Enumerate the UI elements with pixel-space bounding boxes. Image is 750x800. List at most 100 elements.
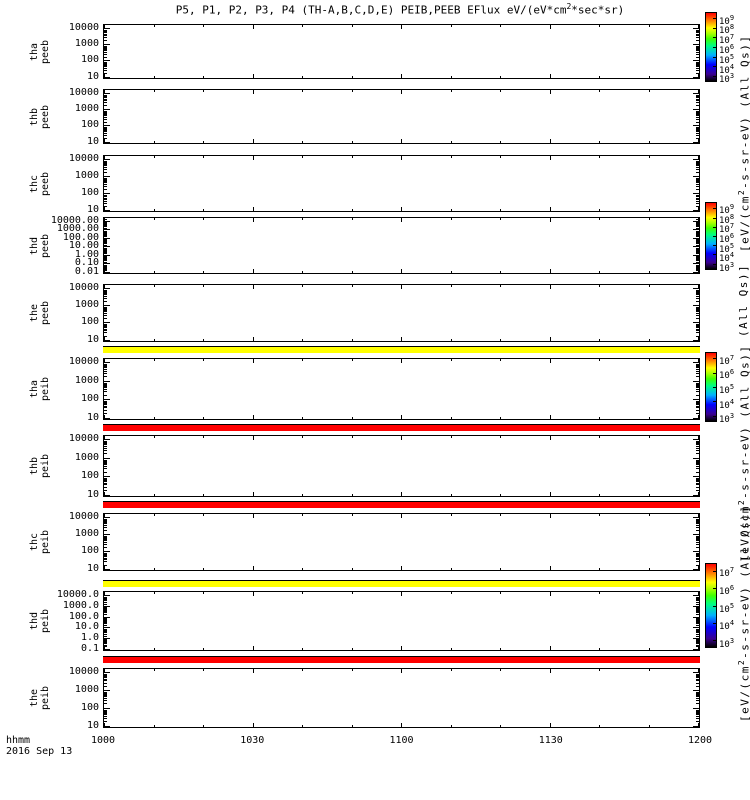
tick-mark [696,540,699,542]
tick-mark [696,640,699,642]
tick-mark [104,633,107,635]
tick-mark [451,669,452,671]
tick-mark [253,139,254,143]
tick-mark [104,183,107,185]
tick-mark [104,233,107,235]
tick-mark [104,359,105,363]
tick-mark [154,141,155,143]
tick-mark [104,640,107,642]
tick-mark [693,494,699,496]
tick-mark [713,66,716,68]
tick-mark [649,218,650,220]
tick-mark [352,218,353,220]
tick-mark [104,623,107,625]
tick-mark [154,494,155,496]
y-tick-label: 1000.00 [56,223,99,235]
tick-mark [104,110,107,112]
tick-mark [401,359,402,363]
tick-mark [104,399,110,401]
tick-mark [696,599,699,601]
tick-mark [104,254,110,256]
tick-mark [500,725,501,727]
tick-mark [104,246,110,248]
tick-mark [696,376,699,378]
tick-mark [104,601,107,603]
tick-mark [550,436,551,440]
tick-mark [696,598,699,600]
tick-mark [104,519,107,521]
tick-mark [698,669,699,673]
tick-mark [104,597,107,599]
tick-mark [693,439,699,441]
tick-mark [104,227,107,229]
tick-mark [401,723,402,727]
tick-mark [253,90,254,94]
tick-mark [696,620,699,622]
tick-mark [696,177,699,179]
tick-mark [104,222,107,224]
tick-mark [104,721,107,723]
z-axis-unit-label: (All Qs)] [737,263,750,337]
tick-mark [696,611,699,613]
tick-mark [696,372,699,374]
tick-mark [696,232,699,234]
tick-mark [696,335,699,337]
tick-mark [104,161,107,163]
tick-mark [698,492,699,496]
tick-mark [713,245,716,247]
tick-mark [104,251,107,253]
tick-mark [104,135,107,136]
tick-mark [104,96,107,98]
tick-mark [696,53,699,55]
tick-mark [713,605,716,607]
tick-mark [693,92,699,94]
tick-mark [104,389,107,391]
panel-thb-peib [103,435,700,497]
tick-mark [698,207,699,211]
tick-mark [104,401,107,403]
tick-mark [696,619,699,621]
y-tick-label: 100.00 [62,231,99,243]
tick-mark [693,672,699,674]
tick-mark [696,239,699,241]
tick-mark [104,514,105,518]
tick-mark [352,592,353,594]
tick-mark [104,335,107,337]
tick-mark [696,97,699,99]
tick-mark [696,564,699,566]
tick-mark [696,261,699,263]
tick-mark [696,234,699,236]
tick-mark [713,401,716,403]
tick-mark [713,372,716,374]
tick-mark [696,129,699,130]
tick-mark [401,415,402,419]
spectrogram-stripe [103,581,700,587]
tick-mark [104,234,107,236]
tick-mark [104,239,107,241]
y-tick-label: 100.0 [68,610,99,622]
tick-mark [696,489,699,491]
tick-mark [104,712,107,714]
y-tick-label: 1000 [74,169,99,181]
tick-mark [698,74,699,78]
colorbar-tick-label: 107 [719,565,735,579]
tick-mark [693,476,699,478]
tick-mark [696,609,699,611]
tick-mark [104,598,107,600]
tick-mark [696,224,699,226]
tick-mark [104,105,107,107]
tick-mark [696,270,699,272]
tick-mark [104,628,107,630]
tick-mark [550,492,551,496]
tick-mark [104,179,107,181]
tick-mark [696,197,699,199]
tick-mark [104,367,107,369]
y-tick-label: 100 [80,119,99,131]
tick-mark [104,267,107,269]
colorbar-tick-label: 105 [719,601,735,615]
y-tick-label: 10 [86,203,99,215]
y-tick-label: 10 [86,70,99,82]
spectrogram-stripe [103,425,700,431]
tick-mark [696,105,699,107]
tick-mark [104,714,107,716]
